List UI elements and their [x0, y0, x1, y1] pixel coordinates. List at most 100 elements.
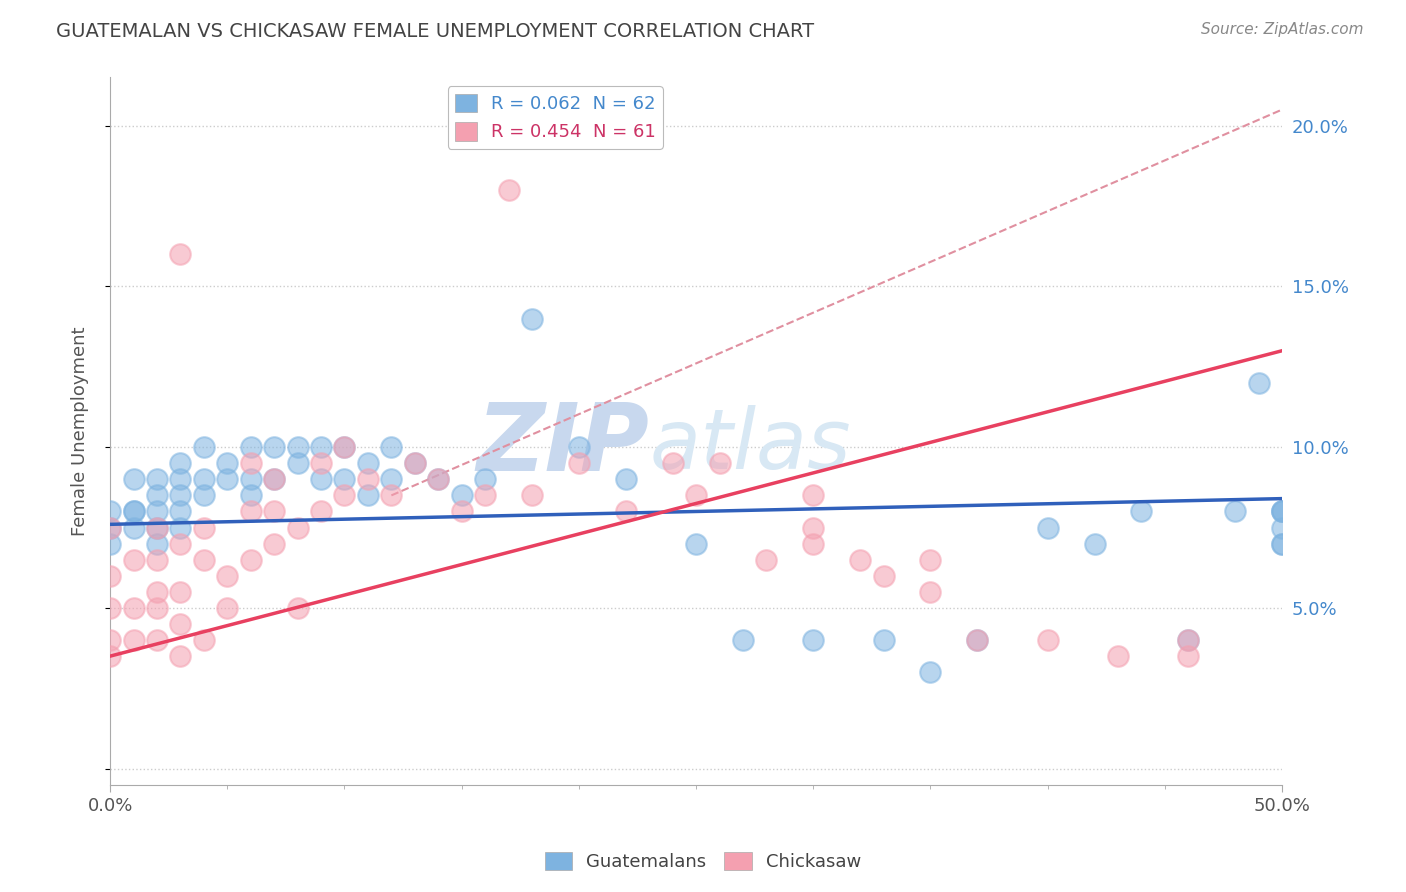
Point [1225, 504, 1247, 518]
Point [146, 504, 169, 518]
Point [217, 601, 239, 615]
Point [217, 568, 239, 582]
Point [661, 456, 683, 470]
Point [568, 456, 591, 470]
Point [122, 520, 145, 534]
Point [357, 488, 380, 502]
Point [309, 440, 332, 454]
Point [333, 472, 356, 486]
Point [520, 311, 543, 326]
Point [169, 649, 191, 664]
Point [122, 601, 145, 615]
Point [169, 472, 191, 486]
Point [98, 504, 121, 518]
Point [98, 520, 121, 534]
Point [309, 504, 332, 518]
Point [801, 520, 824, 534]
Point [380, 472, 402, 486]
Point [146, 536, 169, 550]
Point [709, 456, 731, 470]
Point [193, 488, 215, 502]
Point [122, 552, 145, 566]
Point [1130, 504, 1153, 518]
Point [849, 552, 872, 566]
Point [731, 633, 754, 648]
Point [169, 585, 191, 599]
Point [169, 488, 191, 502]
Point [98, 649, 121, 664]
Point [498, 183, 520, 197]
Point [98, 536, 121, 550]
Point [568, 440, 591, 454]
Point [239, 472, 262, 486]
Point [1036, 633, 1059, 648]
Point [966, 633, 988, 648]
Point [872, 633, 894, 648]
Point [404, 456, 426, 470]
Point [169, 536, 191, 550]
Point [146, 520, 169, 534]
Text: ZIP: ZIP [477, 400, 650, 491]
Point [287, 456, 309, 470]
Text: atlas: atlas [650, 405, 851, 486]
Point [801, 536, 824, 550]
Point [239, 488, 262, 502]
Point [333, 488, 356, 502]
Point [357, 472, 380, 486]
Point [1271, 520, 1294, 534]
Point [217, 456, 239, 470]
Point [474, 472, 496, 486]
Text: GUATEMALAN VS CHICKASAW FEMALE UNEMPLOYMENT CORRELATION CHART: GUATEMALAN VS CHICKASAW FEMALE UNEMPLOYM… [56, 22, 814, 41]
Y-axis label: Female Unemployment: Female Unemployment [72, 326, 89, 536]
Point [169, 617, 191, 632]
Point [217, 472, 239, 486]
Point [263, 472, 285, 486]
Point [1177, 649, 1199, 664]
Point [801, 488, 824, 502]
Point [146, 585, 169, 599]
Point [193, 552, 215, 566]
Point [287, 520, 309, 534]
Point [920, 552, 942, 566]
Point [146, 488, 169, 502]
Point [146, 601, 169, 615]
Point [474, 488, 496, 502]
Point [122, 504, 145, 518]
Point [169, 520, 191, 534]
Point [193, 633, 215, 648]
Point [263, 536, 285, 550]
Text: Source: ZipAtlas.com: Source: ZipAtlas.com [1201, 22, 1364, 37]
Point [193, 520, 215, 534]
Point [1084, 536, 1107, 550]
Legend: Guatemalans, Chickasaw: Guatemalans, Chickasaw [537, 845, 869, 879]
Point [380, 488, 402, 502]
Point [1271, 536, 1294, 550]
Point [1036, 520, 1059, 534]
Point [146, 633, 169, 648]
Point [404, 456, 426, 470]
Point [169, 247, 191, 261]
Point [98, 568, 121, 582]
Point [169, 456, 191, 470]
Point [1271, 504, 1294, 518]
Point [122, 472, 145, 486]
Point [520, 488, 543, 502]
Point [427, 472, 450, 486]
Point [1177, 633, 1199, 648]
Point [450, 504, 472, 518]
Point [263, 472, 285, 486]
Point [357, 456, 380, 470]
Point [872, 568, 894, 582]
Point [755, 552, 778, 566]
Point [614, 504, 637, 518]
Point [98, 520, 121, 534]
Point [239, 552, 262, 566]
Point [614, 472, 637, 486]
Point [287, 440, 309, 454]
Point [309, 456, 332, 470]
Legend: R = 0.062  N = 62, R = 0.454  N = 61: R = 0.062 N = 62, R = 0.454 N = 61 [447, 87, 664, 149]
Point [333, 440, 356, 454]
Point [146, 520, 169, 534]
Point [239, 440, 262, 454]
Point [287, 601, 309, 615]
